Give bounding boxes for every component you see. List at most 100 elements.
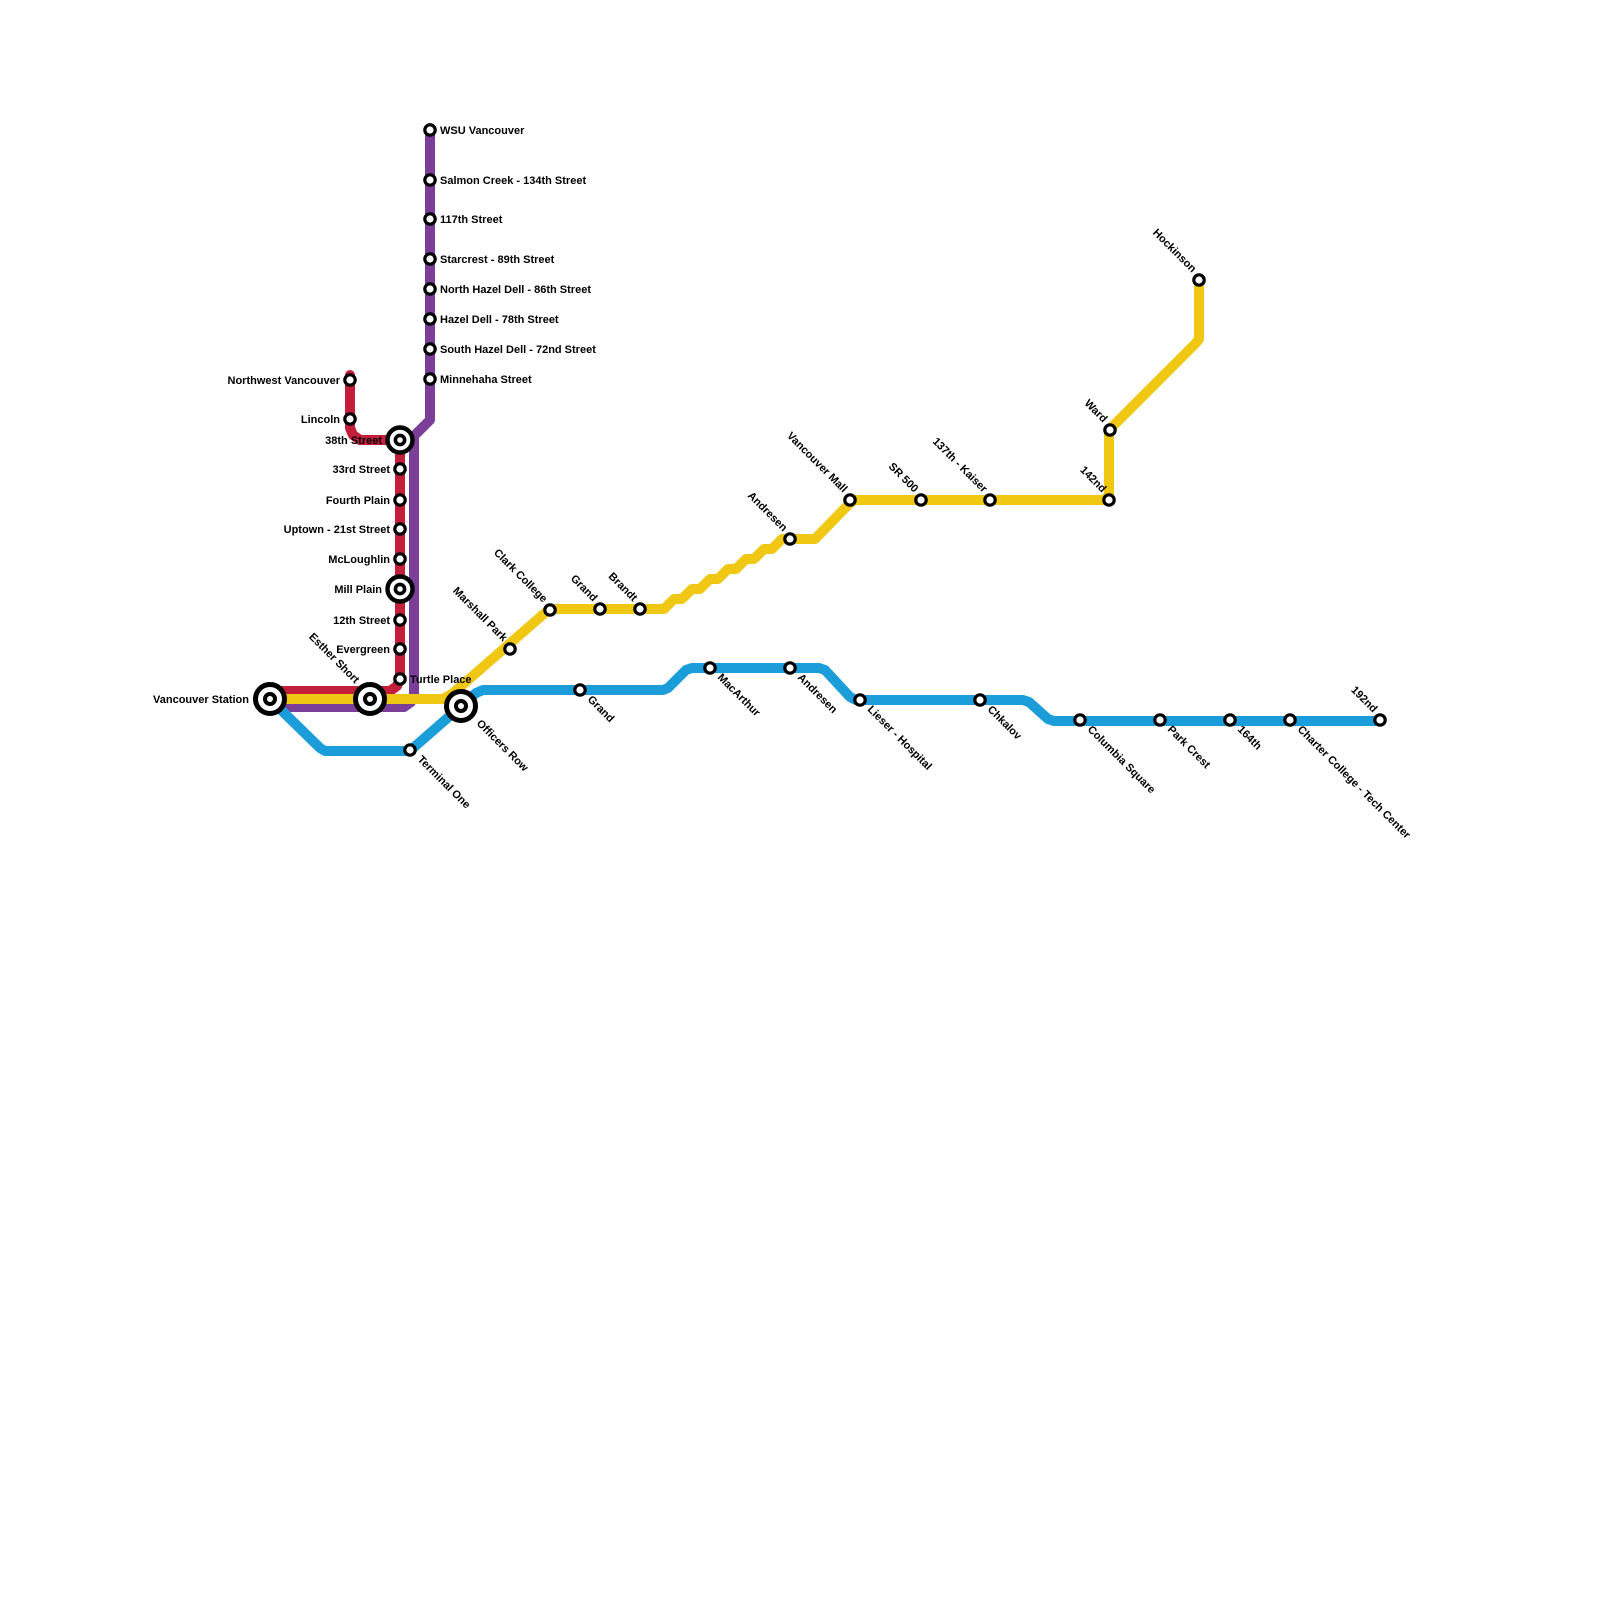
station-marker (973, 693, 987, 707)
station-purple-117th-street: 117th Street (423, 212, 503, 226)
station-label: Brandt (606, 571, 640, 605)
station-label: Vancouver Station (153, 694, 249, 706)
station-marker (843, 493, 857, 507)
station-marker (393, 582, 407, 596)
station-blue-lieser-hospital: Lieser - Hospital (853, 693, 934, 773)
station-label: Minnehaha Street (440, 374, 532, 386)
station-label: Uptown - 21st Street (284, 524, 391, 536)
station-label: Fourth Plain (326, 495, 390, 507)
station-label: 164th (1235, 724, 1264, 753)
station-red-lincoln: Lincoln (301, 412, 357, 426)
station-label: 117th Street (440, 214, 503, 226)
station-marker (1073, 713, 1087, 727)
station-marker (393, 613, 407, 627)
station-marker (503, 642, 517, 656)
station-blue-officers-row: Officers Row (444, 689, 531, 775)
station-purple-wsu-vancouver: WSU Vancouver (423, 123, 525, 137)
station-label: Marshall Park (450, 585, 510, 645)
station-marker (393, 522, 407, 536)
station-label: South Hazel Dell - 72nd Street (440, 344, 596, 356)
station-marker (783, 532, 797, 546)
station-label: WSU Vancouver (440, 125, 525, 137)
line-yellow (258, 277, 1204, 704)
station-yellow-vancouver-mall: Vancouver Mall (784, 430, 857, 507)
station-yellow-hockinson: Hockinson (1150, 227, 1206, 287)
station-marker (573, 683, 587, 697)
station-purple-hazel-dell-78th-street: Hazel Dell - 78th Street (423, 312, 559, 326)
station-marker (454, 699, 468, 713)
station-label: Lincoln (301, 414, 340, 426)
station-marker (423, 212, 437, 226)
station-marker (1283, 713, 1297, 727)
station-label: Hazel Dell - 78th Street (440, 314, 559, 326)
station-blue-columbia-square: Columbia Square (1073, 713, 1157, 796)
station-marker (1373, 713, 1387, 727)
station-marker (593, 602, 607, 616)
station-red-vancouver-station: Vancouver Station (153, 682, 287, 716)
station-marker (393, 642, 407, 656)
station-marker (423, 312, 437, 326)
station-label: Clark College (491, 547, 549, 605)
station-marker (363, 692, 377, 706)
station-label: Turtle Place (410, 674, 472, 686)
station-label: MacArthur (715, 672, 763, 720)
station-purple-north-hazel-dell-86th-street: North Hazel Dell - 86th Street (423, 282, 591, 296)
station-label: Vancouver Mall (784, 430, 849, 495)
station-marker (983, 493, 997, 507)
station-marker (783, 661, 797, 675)
station-label: 142nd (1077, 464, 1108, 495)
station-red-uptown-21st-street: Uptown - 21st Street (284, 522, 407, 536)
station-marker (393, 672, 407, 686)
station-label: Grand (568, 573, 599, 604)
station-marker (423, 123, 437, 137)
station-marker (853, 693, 867, 707)
station-label: Officers Row (474, 718, 531, 775)
station-label: Starcrest - 89th Street (440, 254, 555, 266)
station-marker (423, 282, 437, 296)
station-label: Andresen (745, 490, 790, 535)
station-marker (343, 373, 357, 387)
station-marker (393, 552, 407, 566)
station-label: Northwest Vancouver (228, 375, 341, 387)
station-marker (393, 493, 407, 507)
station-label: North Hazel Dell - 86th Street (440, 284, 591, 296)
station-label: Salmon Creek - 134th Street (440, 175, 586, 187)
station-marker (423, 173, 437, 187)
station-red-fourth-plain: Fourth Plain (326, 493, 407, 507)
station-label: Columbia Square (1085, 724, 1157, 796)
station-marker (423, 252, 437, 266)
station-marker (914, 493, 928, 507)
station-purple-salmon-creek-134th-street: Salmon Creek - 134th Street (423, 173, 586, 187)
station-label: Terminal One (415, 754, 473, 812)
station-marker (543, 603, 557, 617)
station-label: SR 500 (886, 461, 920, 495)
station-purple-south-hazel-dell-72nd-street: South Hazel Dell - 72nd Street (423, 342, 596, 356)
station-red-turtle-place: Turtle Place (393, 672, 472, 686)
station-yellow-andresen: Andresen (745, 490, 797, 546)
station-yellow-clark-college: Clark College (491, 547, 557, 617)
station-label: 12th Street (333, 615, 390, 627)
station-marker (703, 661, 717, 675)
station-purple-starcrest-89th-street: Starcrest - 89th Street (423, 252, 555, 266)
station-marker (403, 743, 417, 757)
station-label: Park Crest (1165, 724, 1213, 772)
station-label: 137th - Kaiser (930, 436, 990, 496)
station-marker (393, 462, 407, 476)
station-purple-minnehaha-street: Minnehaha Street (423, 372, 532, 386)
station-label: Charter College - Tech Center (1295, 724, 1413, 842)
station-label: Hockinson (1150, 227, 1198, 275)
station-marker (343, 412, 357, 426)
station-red-33rd-street: 33rd Street (333, 462, 407, 476)
station-label: McLoughlin (328, 554, 390, 566)
station-label: Mill Plain (334, 584, 382, 596)
station-label: Grand (585, 694, 616, 725)
station-red-12th-street: 12th Street (333, 613, 407, 627)
station-marker (1153, 713, 1167, 727)
station-marker (1103, 423, 1117, 437)
station-marker (263, 692, 277, 706)
station-marker (423, 342, 437, 356)
station-red-38th-street: 38th Street (325, 425, 415, 455)
station-red-mcloughlin: McLoughlin (328, 552, 407, 566)
station-marker (1102, 493, 1116, 507)
